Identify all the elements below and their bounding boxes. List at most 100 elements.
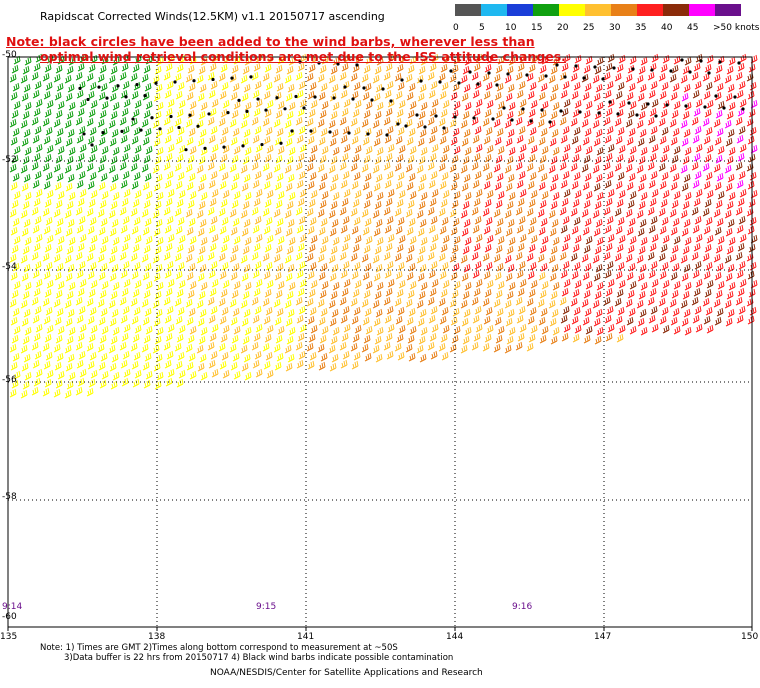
wind-barb <box>219 270 227 280</box>
wind-barb <box>515 296 523 306</box>
wind-barb <box>606 125 614 135</box>
wind-barb <box>551 218 559 228</box>
wind-barb <box>419 83 427 93</box>
wind-barb <box>211 233 219 243</box>
wind-barb <box>178 279 186 289</box>
wind-barb <box>209 107 217 117</box>
wind-barb <box>274 271 282 281</box>
wind-barb <box>186 316 194 326</box>
wind-barb <box>57 55 65 65</box>
wind-barb <box>76 314 84 324</box>
wind-barb <box>97 163 105 173</box>
wind-barb <box>571 180 579 190</box>
contamination-dot <box>574 64 578 68</box>
wind-barb <box>199 173 207 183</box>
wind-barb <box>155 263 163 273</box>
wind-barb <box>724 164 732 174</box>
wind-barb <box>441 171 449 181</box>
wind-barb <box>35 143 43 153</box>
wind-barb <box>475 233 483 243</box>
wind-barb <box>715 154 723 164</box>
wind-barb <box>408 172 416 182</box>
wind-barb <box>749 81 757 91</box>
wind-barb <box>197 137 205 147</box>
wind-barb <box>385 152 393 162</box>
wind-barb <box>198 65 206 75</box>
wind-barb <box>133 261 141 271</box>
wind-barb <box>24 101 32 111</box>
wind-barb <box>342 350 350 360</box>
wind-barb <box>233 235 241 245</box>
wind-barb <box>739 278 747 288</box>
wind-barb <box>420 281 428 291</box>
wind-barb <box>275 199 283 209</box>
wind-barb <box>12 172 20 182</box>
wind-barb <box>516 179 524 189</box>
contamination-dot <box>139 128 143 132</box>
wind-barb <box>68 146 76 156</box>
wind-barb <box>11 64 19 74</box>
wind-barb <box>317 73 325 83</box>
wind-barb <box>737 152 745 162</box>
wind-barb <box>517 62 525 72</box>
wind-barb <box>200 236 208 246</box>
wind-barb <box>122 80 130 90</box>
wind-barb <box>43 225 51 235</box>
wind-barb <box>530 279 538 289</box>
wind-barb <box>584 127 592 137</box>
wind-barb <box>430 215 438 225</box>
wind-barb <box>361 73 369 83</box>
wind-barb <box>108 344 116 354</box>
wind-barb <box>670 316 678 326</box>
wind-barb <box>55 154 63 164</box>
wind-barb <box>255 143 263 153</box>
wind-barb <box>594 290 602 300</box>
wind-barb <box>153 317 161 327</box>
wind-barb <box>484 333 492 343</box>
wind-barb <box>341 332 349 342</box>
wind-barb <box>310 99 318 109</box>
wind-barb <box>318 91 326 101</box>
contamination-dot <box>381 87 385 91</box>
wind-barb <box>691 251 699 261</box>
wind-barb <box>22 380 30 390</box>
wind-barb <box>515 71 523 81</box>
wind-barb <box>618 324 626 334</box>
wind-barb <box>725 272 733 282</box>
wind-barb <box>309 171 317 181</box>
wind-barb <box>430 80 438 90</box>
contamination-dot <box>385 133 389 137</box>
wind-barb <box>35 233 43 243</box>
wind-barb <box>552 146 560 156</box>
wind-barb <box>32 359 40 369</box>
wind-barb <box>243 353 251 363</box>
wind-barb <box>199 353 207 363</box>
wind-barb <box>242 335 250 345</box>
wind-barb <box>328 299 336 309</box>
wind-barb <box>353 81 361 91</box>
wind-barb <box>636 299 644 309</box>
wind-barb <box>374 290 382 300</box>
wind-barb <box>229 73 237 83</box>
wind-barb <box>484 198 492 208</box>
wind-barb <box>89 216 97 226</box>
wind-barb <box>211 323 219 333</box>
wind-barb <box>342 170 350 180</box>
contamination-dot <box>737 61 741 65</box>
wind-barb <box>86 207 94 217</box>
wind-barb <box>625 298 633 308</box>
wind-barb <box>670 136 678 146</box>
wind-barb <box>607 278 615 288</box>
wind-barb <box>661 216 669 226</box>
wind-barb <box>482 252 490 262</box>
wind-barb <box>174 297 182 307</box>
wind-barb <box>363 64 371 74</box>
wind-barb <box>737 62 745 72</box>
wind-barb <box>519 278 527 288</box>
wind-barb <box>240 164 248 174</box>
wind-barb <box>372 119 380 129</box>
wind-barb <box>46 144 54 154</box>
wind-barb <box>407 109 415 119</box>
wind-barb <box>343 98 351 108</box>
wind-barb <box>473 152 481 162</box>
